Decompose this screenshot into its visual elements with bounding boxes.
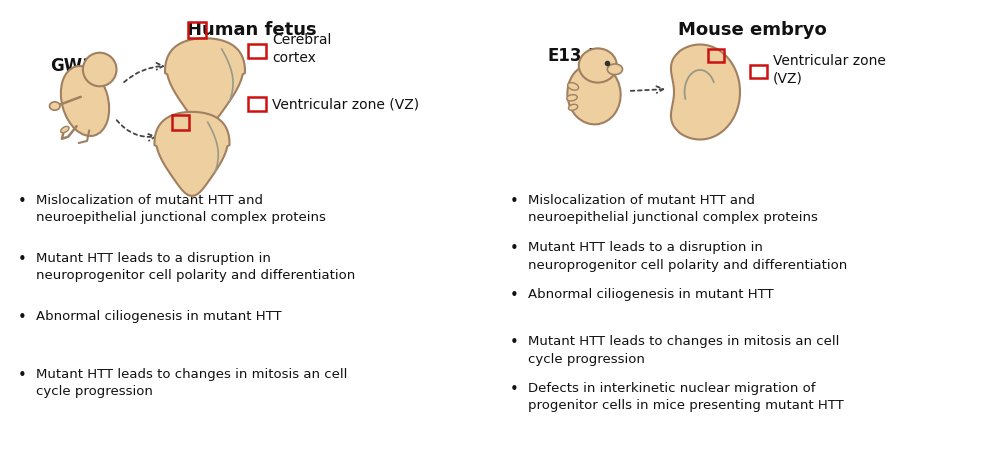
Polygon shape (164, 38, 245, 126)
Text: •: • (510, 382, 519, 397)
Text: •: • (18, 194, 27, 209)
Text: Human fetus: Human fetus (187, 21, 317, 39)
Ellipse shape (607, 64, 622, 75)
Text: Abnormal ciliogenesis in mutant HTT: Abnormal ciliogenesis in mutant HTT (528, 288, 773, 301)
Ellipse shape (567, 82, 578, 90)
Ellipse shape (567, 64, 620, 124)
Text: Ventricular zone
(VZ): Ventricular zone (VZ) (772, 55, 885, 86)
Text: Mouse embryo: Mouse embryo (677, 21, 825, 39)
Text: •: • (510, 335, 519, 350)
Text: Mutant HTT leads to changes in mitosis an cell
cycle progression: Mutant HTT leads to changes in mitosis a… (528, 335, 839, 365)
Bar (248, 44, 266, 58)
Text: •: • (18, 310, 27, 325)
Text: E13.5: E13.5 (548, 47, 600, 65)
Text: Cerebral
cortex: Cerebral cortex (272, 34, 331, 65)
Text: •: • (510, 288, 519, 303)
Text: Mutant HTT leads to a disruption in
neuroprogenitor cell polarity and differenti: Mutant HTT leads to a disruption in neur… (528, 241, 847, 272)
Text: Mislocalization of mutant HTT and
neuroepithelial junctional complex proteins: Mislocalization of mutant HTT and neuroe… (528, 194, 817, 225)
FancyArrowPatch shape (116, 120, 155, 141)
Text: GW13: GW13 (50, 57, 105, 75)
Ellipse shape (566, 95, 577, 101)
Text: Mutant HTT leads to changes in mitosis an cell
cycle progression: Mutant HTT leads to changes in mitosis a… (36, 368, 347, 398)
Ellipse shape (61, 66, 109, 136)
Bar (749, 65, 766, 78)
Text: •: • (18, 252, 27, 267)
Ellipse shape (83, 53, 116, 86)
Ellipse shape (60, 126, 69, 133)
Text: Ventricular zone (VZ): Ventricular zone (VZ) (272, 97, 418, 111)
Text: Abnormal ciliogenesis in mutant HTT: Abnormal ciliogenesis in mutant HTT (36, 310, 282, 323)
Text: Defects in interkinetic nuclear migration of
progenitor cells in mice presenting: Defects in interkinetic nuclear migratio… (528, 382, 843, 412)
Text: •: • (510, 194, 519, 209)
Bar (248, 97, 266, 111)
Text: Mislocalization of mutant HTT and
neuroepithelial junctional complex proteins: Mislocalization of mutant HTT and neuroe… (36, 194, 326, 225)
Text: Mutant HTT leads to a disruption in
neuroprogenitor cell polarity and differenti: Mutant HTT leads to a disruption in neur… (36, 252, 355, 282)
Bar (172, 115, 189, 130)
Text: •: • (510, 241, 519, 256)
Ellipse shape (568, 104, 577, 110)
Ellipse shape (49, 102, 60, 110)
Bar (188, 22, 206, 38)
Ellipse shape (578, 48, 616, 82)
FancyArrowPatch shape (124, 63, 163, 82)
Bar (707, 49, 723, 62)
Polygon shape (154, 112, 230, 196)
Text: •: • (18, 368, 27, 383)
Polygon shape (670, 44, 739, 139)
FancyArrowPatch shape (630, 86, 663, 93)
